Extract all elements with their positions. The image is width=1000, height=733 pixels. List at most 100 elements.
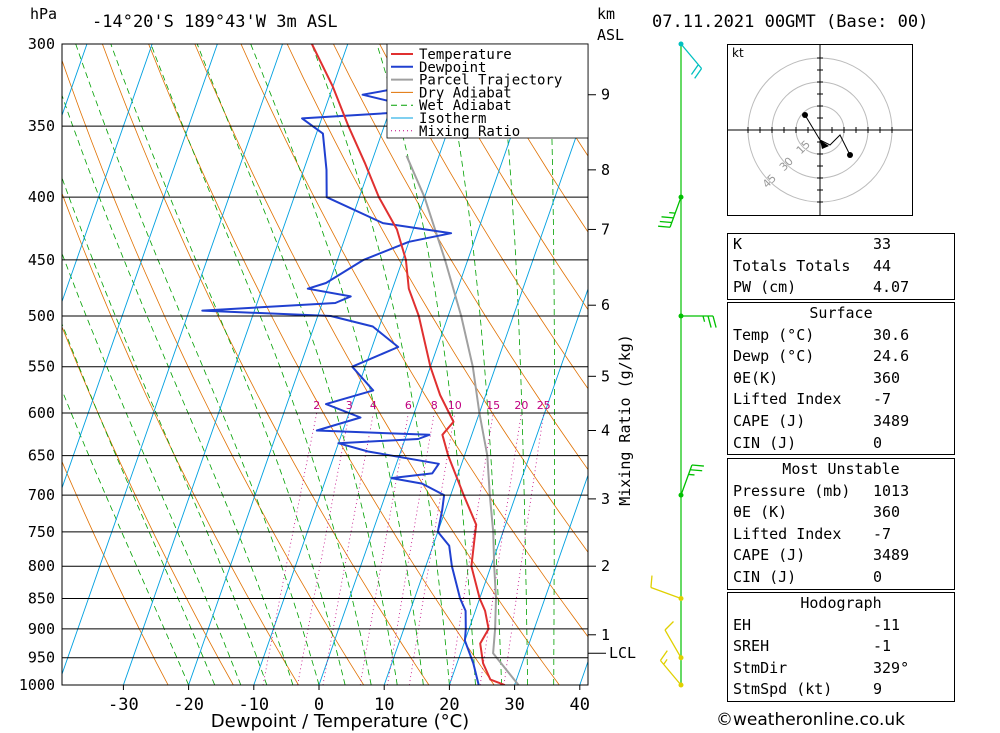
isotherm-line <box>62 44 153 303</box>
mixing-ratio-label: 15 <box>486 399 500 412</box>
legend-entry: Isotherm <box>419 111 486 127</box>
mixing-ratio-label: 2 <box>313 399 320 412</box>
pressure-tick-label: 700 <box>28 486 55 504</box>
temperature-line <box>311 44 506 685</box>
datetime-title: 07.11.2021 00GMT (Base: 00) <box>652 12 929 32</box>
isotherm-line <box>62 44 284 676</box>
dry-adiabat-line <box>194 44 560 685</box>
wet-adiabat-line <box>250 44 424 685</box>
wind-barb <box>659 660 682 686</box>
copyright-icon: © <box>716 710 733 730</box>
isotherm-line <box>448 287 588 685</box>
pressure-tick-label: 750 <box>28 523 55 541</box>
wind-barb-half-flag <box>688 473 695 476</box>
wind-level-dot <box>678 41 684 47</box>
height-tick-label: 9 <box>601 86 610 104</box>
dry-adiabat-line <box>240 44 588 638</box>
wind-barb-flag <box>690 64 699 75</box>
x-axis-title: Dewpoint / Temperature (°C) <box>211 711 469 732</box>
temperature-tick-label: 0 <box>314 695 324 715</box>
wind-barb-flag <box>661 216 674 219</box>
temperature-tick-label: 30 <box>504 695 524 715</box>
wet-adiabat-line <box>75 44 320 685</box>
wind-barb-flag <box>659 650 668 661</box>
wind-barb <box>664 629 682 659</box>
mixing-ratio-label: 25 <box>537 399 551 412</box>
dry-adiabat-line <box>62 59 365 685</box>
wind-barb-flag <box>658 225 671 228</box>
surface-table: Surface Temp (°C) 30.6 Dewp (°C) 24.6 θE(K… <box>727 302 955 456</box>
index-row-k: K 33 <box>733 235 892 253</box>
height-tick-label: 8 <box>601 161 610 179</box>
temperature-tick-label: -20 <box>173 695 204 715</box>
dry-adiabat-line <box>102 44 430 685</box>
wind-level-dot <box>678 655 684 661</box>
wet-adiabat-line <box>62 322 216 685</box>
height-tick-label: 5 <box>601 367 610 385</box>
height-tick-label: 1 <box>601 626 610 644</box>
legend-entry: Dry Adiabat <box>419 85 512 101</box>
dry-adiabat-line <box>425 44 588 311</box>
location-title: -14°20'S 189°43'W 3m ASL <box>92 12 338 32</box>
indices-table: K 33 Totals Totals 44 PW (cm) 4.07 <box>727 233 955 300</box>
dewpoint-line <box>201 44 486 685</box>
wind-barb-half-flag <box>663 659 668 665</box>
wet-adiabat-line <box>62 176 268 685</box>
pressure-tick-label: 650 <box>28 447 55 465</box>
plot-frame <box>61 43 589 686</box>
height-tick-label: 6 <box>601 296 610 314</box>
isotherm-line <box>188 44 414 685</box>
wind-level-dot <box>678 682 684 688</box>
dry-adiabat-line <box>62 460 169 685</box>
pressure-tick-label: 950 <box>28 649 55 667</box>
isotherm-line <box>122 44 349 685</box>
index-row-totals: Totals Totals 44 <box>733 256 892 275</box>
wind-barb-flag <box>712 315 717 328</box>
wet-adiabat-line <box>62 252 242 685</box>
pressure-tick-label: 850 <box>28 589 55 607</box>
skew-t-chart: 2 3 4 6 8 10 15 20 25300350400450500550600650700… <box>19 35 720 732</box>
legend-box <box>386 43 589 139</box>
legend-entry: Wet Adiabat <box>419 98 512 114</box>
pressure-tick-label: 450 <box>28 251 55 269</box>
isotherm-line <box>62 44 218 490</box>
mixing-ratio-label: 4 <box>370 399 377 412</box>
mixing-ratio-line <box>322 412 374 685</box>
mixing-ratio-axis-title: Mixing Ratio (g/kg) <box>616 334 634 506</box>
pressure-tick-label: 300 <box>28 35 55 53</box>
wind-barb-flag <box>691 464 704 467</box>
legend-entry: Dewpoint <box>419 60 486 76</box>
wind-barb <box>669 196 682 228</box>
wind-level-dot <box>678 313 684 319</box>
mixing-ratio-label: 10 <box>448 399 462 412</box>
wet-adiabat-line <box>110 44 346 685</box>
mixing-ratio-label: 8 <box>431 399 438 412</box>
wind-barb-half-flag <box>669 211 676 214</box>
pressure-unit-label: hPa <box>30 5 58 23</box>
legend-entry: Parcel Trajectory <box>419 73 562 89</box>
wind-barb <box>680 43 703 69</box>
wet-adiabat-line <box>62 94 294 685</box>
lcl-label: LCL <box>609 644 636 662</box>
pressure-tick-label: 800 <box>28 557 55 575</box>
wind-barb-flag <box>707 315 712 328</box>
pressure-tick-label: 900 <box>28 620 55 638</box>
wind-barb-flag <box>659 220 672 224</box>
footer-credit[interactable]: ©weatheronline.co.uk <box>716 710 905 730</box>
mixing-ratio-line <box>503 412 545 685</box>
height-tick-label: 3 <box>601 490 610 508</box>
pressure-tick-label: 550 <box>28 358 55 376</box>
plot-area <box>62 44 720 685</box>
height-tick-label: 4 <box>601 421 610 439</box>
height-tick-label: 2 <box>601 557 610 575</box>
site-link[interactable]: weatheronline.co.uk <box>733 710 906 730</box>
wet-adiabat-line <box>311 44 450 685</box>
wind-barb <box>680 464 693 496</box>
mixing-ratio-label: 20 <box>514 399 528 412</box>
index-row-pw: PW (cm) 4.07 <box>733 278 910 297</box>
isotherm-line <box>579 660 588 685</box>
dry-adiabat-line <box>703 44 720 685</box>
dry-adiabat-line <box>471 44 588 233</box>
wind-barb-flag <box>694 68 703 79</box>
